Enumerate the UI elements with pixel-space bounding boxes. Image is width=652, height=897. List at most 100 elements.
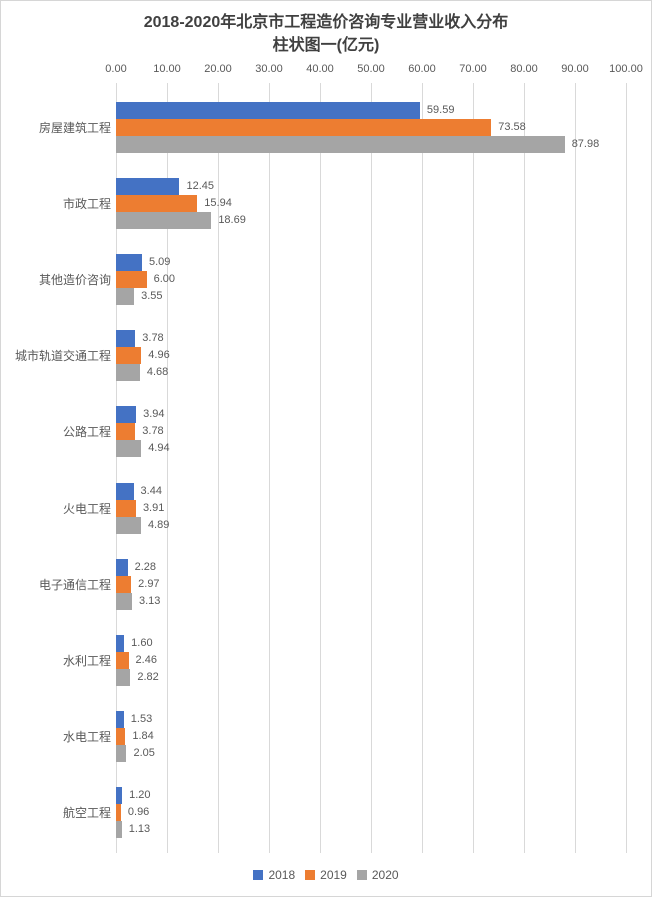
data-label: 3.78: [142, 425, 164, 438]
axis-tick-label: 20.00: [204, 63, 232, 75]
legend-label-2019: 2019: [320, 868, 347, 882]
legend: 2018 2019 2020: [1, 868, 651, 882]
data-label: 2.28: [134, 560, 157, 573]
bar-2019: [116, 804, 121, 822]
data-label: 2.46: [135, 654, 157, 666]
legend-item-2020: 2020: [356, 868, 399, 882]
data-label: 12.45: [186, 179, 215, 192]
category-label: 城市轨道交通工程: [14, 349, 111, 364]
data-label: 18.69: [218, 213, 246, 226]
gridline: [524, 83, 525, 853]
category-label: 市政工程: [62, 196, 111, 211]
legend-item-2019: 2019: [305, 868, 347, 882]
legend-label-2020: 2020: [371, 868, 399, 882]
category-label: 其他造价咨询: [38, 272, 111, 287]
category-label: 水电工程: [62, 730, 111, 745]
axis-tick-label: 60.00: [408, 63, 436, 75]
data-label: 3.44: [140, 484, 162, 497]
data-label: 1.20: [129, 789, 151, 802]
legend-label-2018: 2018: [268, 868, 296, 882]
bar-2020: [116, 440, 142, 458]
bar-2018: [116, 177, 180, 195]
data-label: 1.13: [128, 823, 151, 836]
bar-2018: [116, 254, 142, 271]
axis-tick-label: 90.00: [561, 63, 589, 75]
data-label: 0.96: [127, 806, 150, 819]
data-label: 1.84: [132, 730, 154, 743]
data-label: 6.00: [153, 273, 176, 285]
gridline: [320, 83, 321, 853]
category-label: 航空工程: [62, 806, 111, 821]
data-label: 1.60: [131, 637, 153, 649]
axis-tick-label: 100.00: [609, 63, 643, 75]
gridline: [218, 83, 219, 853]
legend-swatch-2019: [305, 870, 316, 880]
category-label: 水利工程: [62, 653, 111, 668]
bar-2018: [116, 711, 124, 729]
gridline: [422, 83, 423, 853]
data-label: 3.55: [141, 290, 163, 302]
data-label: 1.53: [130, 713, 153, 726]
bar-2020: [116, 135, 565, 153]
gridline: [167, 83, 168, 853]
data-label: 3.94: [143, 408, 165, 421]
gridline: [116, 83, 117, 853]
data-label: 4.89: [147, 518, 170, 531]
legend-item-2018: 2018: [253, 868, 295, 882]
data-label: 4.96: [148, 349, 170, 362]
gridline: [371, 83, 372, 853]
data-label: 2.05: [133, 747, 155, 760]
category-label: 电子通信工程: [38, 577, 111, 592]
bar-2019: [116, 347, 142, 365]
bar-2019: [116, 423, 136, 441]
bar-2020: [116, 516, 141, 534]
legend-swatch-2020: [356, 870, 367, 880]
bar-2019: [116, 271, 147, 288]
data-label: 5.09: [148, 256, 171, 268]
bar-2019: [116, 118, 492, 136]
bar-2018: [116, 330, 136, 348]
axis-tick-label: 0.00: [105, 63, 127, 75]
axis-tick-label: 70.00: [459, 63, 487, 75]
gridline: [269, 83, 270, 853]
axis-tick-label: 10.00: [153, 63, 181, 75]
gridline: [473, 83, 474, 853]
axis-tick-label: 50.00: [357, 63, 385, 75]
bar-2019: [116, 499, 136, 517]
gridline: [626, 83, 627, 853]
bar-2018: [116, 635, 125, 652]
bar-2020: [116, 745, 127, 763]
data-label: 4.94: [148, 442, 170, 455]
bar-2019: [116, 728, 126, 746]
bar-2018: [116, 558, 128, 576]
data-label: 87.98: [571, 137, 600, 150]
data-label: 4.68: [146, 366, 169, 379]
bar-2018: [116, 101, 420, 119]
bar-2019: [116, 575, 132, 593]
data-label: 3.78: [142, 332, 164, 345]
category-label: 公路工程: [62, 425, 111, 440]
axis-tick-label: 80.00: [510, 63, 538, 75]
data-label: 2.82: [137, 671, 159, 683]
data-label: 3.13: [138, 594, 161, 607]
bar-2020: [116, 288, 135, 305]
data-label: 3.91: [142, 501, 165, 514]
chart-title-line1: 2018-2020年北京市工程造价咨询专业营业收入分布: [143, 14, 509, 31]
bar-2020: [116, 592, 132, 610]
axis-tick-label: 40.00: [306, 63, 334, 75]
gridline: [575, 83, 576, 853]
chart-title: 2018-2020年北京市工程造价咨询专业营业收入分布 柱状图一(亿元): [1, 11, 651, 57]
bar-2020: [116, 669, 131, 686]
data-label: 15.94: [204, 196, 232, 209]
bar-2019: [116, 194, 198, 212]
category-label: 房屋建筑工程: [38, 120, 111, 135]
bar-2020: [116, 364, 140, 382]
bar-2019: [116, 652, 129, 669]
data-label: 2.97: [138, 577, 160, 590]
category-label: 火电工程: [62, 501, 111, 516]
legend-swatch-2018: [253, 870, 264, 880]
bar-2018: [116, 482, 134, 500]
bar-2020: [116, 211, 212, 229]
data-label: 73.58: [498, 120, 526, 133]
